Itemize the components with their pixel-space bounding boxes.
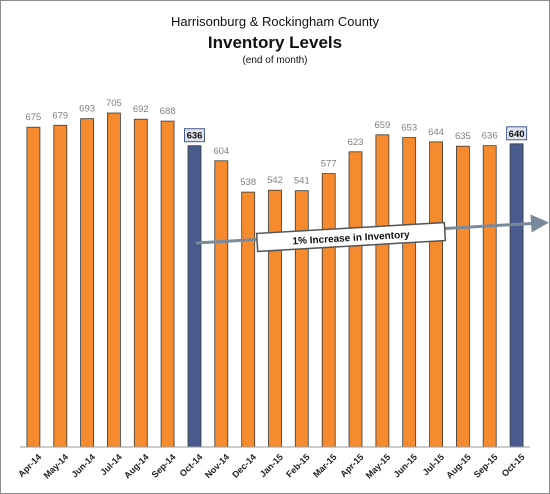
value-label-sep-14: 688 bbox=[160, 106, 176, 117]
value-label-jun-15: 653 bbox=[401, 123, 417, 134]
bar-apr-15 bbox=[348, 151, 363, 448]
bar-jul-15 bbox=[429, 141, 444, 448]
value-label-jul-14: 705 bbox=[106, 98, 122, 109]
x-tick-jul-15: Jul-15 bbox=[421, 452, 446, 477]
x-tick-oct-14: Oct-14 bbox=[178, 452, 205, 479]
value-label-oct-14: 636 bbox=[187, 131, 203, 142]
value-label-dec-14: 538 bbox=[240, 177, 256, 188]
x-tick-jun-15: Jun-15 bbox=[392, 452, 420, 480]
bar-may-14 bbox=[53, 124, 68, 448]
value-labels-group: 675 679 693 705 692 688 636 604 538 542 541 577 623 6… bbox=[25, 98, 528, 188]
bar-aug-15 bbox=[455, 145, 470, 448]
chart-title: Inventory Levels bbox=[207, 33, 343, 52]
x-tick-aug-14: Aug-14 bbox=[122, 452, 151, 481]
bar-mar-15 bbox=[321, 173, 336, 448]
bar-nov-14 bbox=[214, 160, 229, 448]
bar-apr-14 bbox=[26, 126, 41, 448]
x-tick-dec-14: Dec-14 bbox=[230, 452, 258, 480]
value-label-aug-14: 692 bbox=[133, 104, 149, 115]
bar-jul-14 bbox=[107, 112, 121, 448]
bar-oct-15 bbox=[509, 143, 524, 448]
x-tick-jan-15: Jan-15 bbox=[258, 452, 285, 479]
value-label-aug-15: 635 bbox=[455, 131, 471, 142]
x-tick-apr-14: Apr-14 bbox=[16, 452, 43, 479]
x-tick-nov-14: Nov-14 bbox=[203, 452, 231, 480]
value-label-feb-15: 541 bbox=[294, 176, 310, 187]
value-label-jan-15: 542 bbox=[267, 175, 283, 186]
x-tick-sep-14: Sep-14 bbox=[150, 452, 178, 480]
x-tick-apr-15: Apr-15 bbox=[338, 452, 365, 479]
value-label-nov-14: 604 bbox=[213, 146, 229, 157]
bar-dec-14 bbox=[241, 191, 256, 448]
chart-note: (end of month) bbox=[242, 55, 308, 66]
value-label-may-15: 659 bbox=[374, 120, 390, 131]
bar-jun-14 bbox=[80, 118, 94, 448]
value-label-apr-14: 675 bbox=[25, 112, 41, 123]
chart-region-title: Harrisonburg & Rockingham County bbox=[170, 14, 380, 29]
bar-sep-14 bbox=[160, 120, 175, 448]
value-label-apr-15: 623 bbox=[348, 137, 364, 148]
value-label-box-oct-14 bbox=[184, 128, 205, 143]
x-tick-may-15: May-15 bbox=[364, 452, 393, 481]
x-tick-jun-14: Jun-14 bbox=[69, 452, 97, 480]
bar-jan-15 bbox=[268, 189, 282, 448]
bar-feb-15 bbox=[294, 190, 309, 448]
bar-sep-15 bbox=[482, 145, 497, 448]
trend-annotation: 1% Increase in Inventory bbox=[195, 214, 549, 253]
annotation-box bbox=[255, 221, 447, 253]
value-label-jul-15: 644 bbox=[428, 127, 444, 138]
value-label-box-oct-15 bbox=[506, 126, 528, 141]
value-label-mar-15: 577 bbox=[321, 159, 337, 170]
x-tick-oct-15: Oct-15 bbox=[500, 452, 527, 479]
x-tick-sep-15: Sep-15 bbox=[472, 452, 500, 480]
value-label-oct-15: 640 bbox=[509, 129, 525, 140]
x-tick-aug-15: Aug-15 bbox=[444, 452, 473, 481]
x-tick-jul-14: Jul-14 bbox=[98, 452, 123, 477]
x-tick-may-14: May-14 bbox=[42, 452, 71, 481]
bar-jun-15 bbox=[402, 137, 417, 448]
x-tick-mar-15: Mar-15 bbox=[311, 452, 339, 480]
bars-group bbox=[26, 112, 524, 448]
bar-aug-14 bbox=[133, 118, 148, 448]
bar-oct-14 bbox=[187, 145, 202, 448]
value-label-may-14: 679 bbox=[52, 110, 68, 121]
bar-may-15 bbox=[375, 134, 390, 448]
value-label-sep-15: 636 bbox=[482, 131, 498, 142]
value-label-jun-14: 693 bbox=[79, 104, 95, 115]
x-tick-feb-15: Feb-15 bbox=[284, 452, 312, 480]
